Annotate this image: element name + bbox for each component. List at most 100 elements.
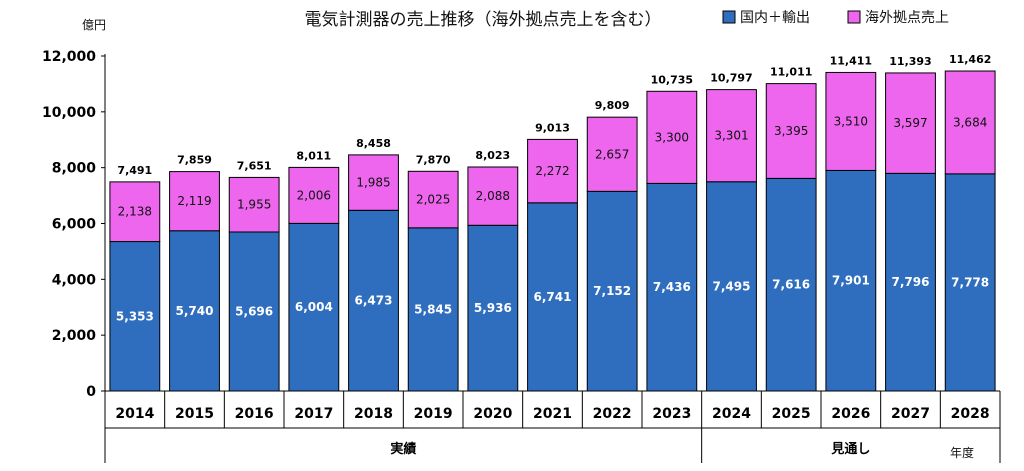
legend-label-overseas: 海外拠点売上: [865, 10, 949, 26]
total-label: 11,011: [770, 66, 812, 79]
y-tick-label: 10,000: [42, 105, 96, 121]
bar-overseas: [288, 166, 340, 224]
total-label: 7,859: [177, 154, 212, 167]
group-label: 実績: [390, 441, 416, 457]
bar-domestic-export: [228, 231, 280, 392]
data-label-domestic-export: 5,353: [116, 309, 154, 323]
bar-overseas: [706, 89, 757, 183]
bar-overseas: [765, 83, 817, 179]
data-label-domestic-export: 7,436: [653, 280, 691, 294]
total-label: 7,491: [117, 164, 152, 177]
y-unit-label: 億円: [82, 18, 106, 32]
y-tick-label: 0: [86, 384, 96, 400]
data-label-domestic-export: 7,796: [892, 275, 930, 289]
bar-overseas: [467, 166, 519, 226]
data-label-domestic-export: 5,936: [474, 301, 512, 315]
x-tick-label: 2024: [712, 406, 751, 422]
bar-overseas: [646, 90, 698, 184]
total-label: 8,458: [356, 137, 391, 150]
bar-overseas: [407, 170, 459, 229]
total-label: 11,462: [949, 53, 991, 66]
x-tick-label: 2017: [294, 406, 333, 422]
bar-domestic-export: [109, 241, 161, 392]
total-label: 7,870: [416, 153, 451, 166]
data-label-overseas: 1,955: [237, 198, 271, 212]
y-tick-label: 4,000: [52, 272, 97, 288]
total-label: 9,013: [535, 121, 570, 134]
x-tick-label: 2023: [652, 406, 691, 422]
bar-overseas: [348, 154, 399, 211]
total-label: 8,023: [475, 149, 510, 162]
data-labels: 5,353 2,138 7,491 5,740 2,119 7,859 5,696 1,955…: [116, 53, 992, 323]
x-tick-label: 2015: [175, 406, 214, 422]
x-axis: 2014 2015 2016 2017 2018 2019 2020 2021 2022 2023…: [104, 390, 1001, 463]
chart-title: 電気計測器の売上推移（海外拠点売上を含む）: [305, 10, 662, 30]
bar-overseas: [169, 171, 220, 232]
total-label: 10,735: [651, 73, 693, 86]
x-tick-label: 2014: [115, 406, 154, 422]
total-label: 11,393: [889, 55, 931, 68]
data-label-overseas: 1,985: [356, 176, 390, 190]
data-label-overseas: 2,025: [416, 193, 450, 207]
data-label-domestic-export: 5,740: [176, 304, 214, 318]
total-label: 11,411: [830, 54, 872, 67]
data-label-overseas: 2,006: [297, 188, 331, 202]
data-label-overseas: 2,138: [118, 205, 152, 219]
data-label-domestic-export: 5,696: [235, 304, 273, 318]
data-label-domestic-export: 7,778: [951, 275, 989, 289]
data-label-overseas: 3,395: [774, 124, 808, 138]
bar-overseas: [944, 70, 996, 175]
bar-domestic-export: [825, 169, 877, 392]
data-label-domestic-export: 6,473: [355, 294, 393, 308]
data-label-domestic-export: 6,741: [534, 290, 572, 304]
legend: 国内＋輸出 海外拠点売上: [722, 10, 949, 26]
y-tick-label: 12,000: [42, 49, 96, 65]
axes: 0 2,000 4,000 6,000 8,000 10,000 12,000: [42, 49, 106, 400]
bar-overseas: [586, 116, 638, 192]
bar-domestic-export: [586, 190, 638, 392]
data-label-overseas: 3,301: [714, 129, 748, 143]
bar-domestic-export: [944, 173, 996, 392]
total-label: 9,809: [595, 99, 630, 112]
bar-domestic-export: [765, 177, 817, 392]
x-tick-label: 2028: [951, 406, 990, 422]
y-tick-label: 8,000: [52, 161, 97, 177]
data-label-overseas: 3,510: [834, 114, 868, 128]
data-label-domestic-export: 7,495: [713, 279, 751, 293]
x-tick-label: 2021: [533, 406, 572, 422]
data-label-overseas: 2,119: [177, 194, 211, 208]
bar-domestic-export: [646, 182, 698, 392]
x-tick-label: 2026: [831, 406, 870, 422]
bar-overseas: [825, 71, 877, 171]
x-tick-label: 2018: [354, 406, 393, 422]
y-tick-label: 2,000: [52, 328, 97, 344]
bars: [109, 70, 996, 392]
bar-overseas: [109, 181, 161, 243]
x-tick-label: 2020: [473, 406, 512, 422]
x-tick-label: 2027: [891, 406, 930, 422]
data-label-overseas: 2,272: [535, 164, 569, 178]
data-label-overseas: 3,597: [893, 116, 927, 130]
x-unit-label: 年度: [950, 445, 974, 460]
data-label-overseas: 3,300: [655, 130, 689, 144]
data-label-domestic-export: 6,004: [295, 300, 333, 314]
bar-domestic-export: [706, 181, 757, 392]
data-label-domestic-export: 7,901: [832, 274, 870, 288]
x-tick-label: 2016: [235, 406, 274, 422]
bar-overseas: [885, 72, 936, 174]
bar-overseas: [527, 138, 578, 204]
data-label-overseas: 2,657: [595, 147, 629, 161]
bar-overseas: [228, 176, 280, 233]
bar-domestic-export: [169, 230, 220, 392]
bar-domestic-export: [407, 227, 459, 392]
total-label: 8,011: [296, 149, 331, 162]
x-tick-label: 2022: [593, 406, 632, 422]
legend-swatch-domestic-export: [722, 10, 736, 24]
data-label-domestic-export: 7,152: [593, 284, 631, 298]
data-label-overseas: 2,088: [476, 189, 510, 203]
total-label: 10,797: [710, 72, 752, 85]
legend-label-domestic-export: 国内＋輸出: [740, 10, 810, 26]
group-label: 見通し: [830, 441, 870, 457]
legend-swatch-overseas: [847, 10, 861, 24]
